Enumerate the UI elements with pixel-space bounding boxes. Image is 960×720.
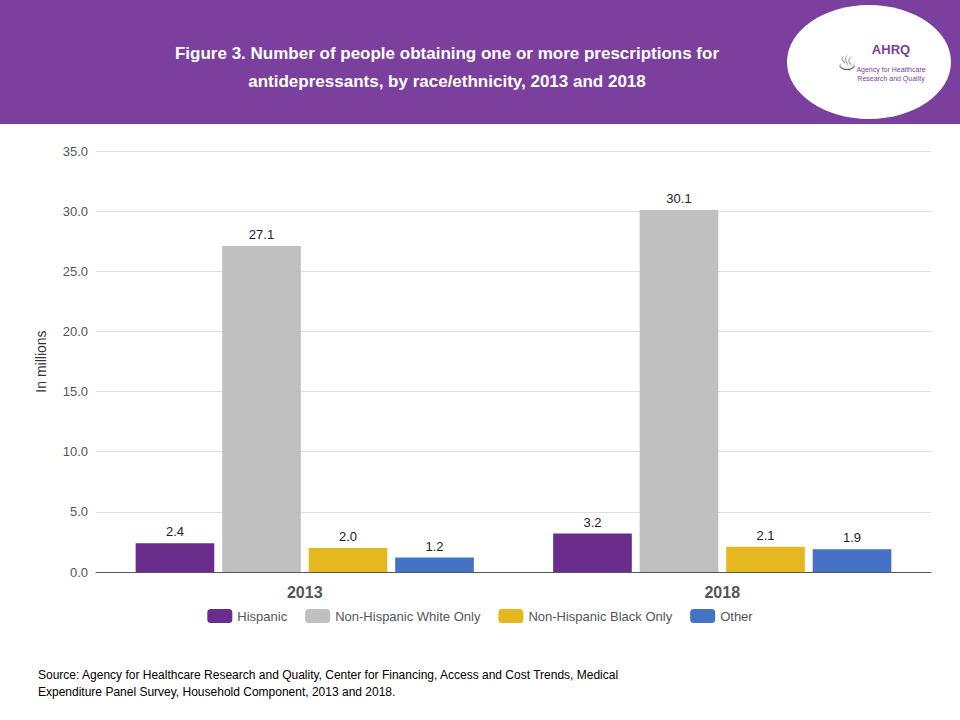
svg-text:♨: ♨ <box>837 50 857 75</box>
svg-text:2.1: 2.1 <box>756 528 774 543</box>
svg-text:25.0: 25.0 <box>63 264 88 279</box>
svg-text:30.1: 30.1 <box>666 191 691 206</box>
svg-text:Expenditure Panel Survey, Hous: Expenditure Panel Survey, Household Comp… <box>38 685 395 699</box>
svg-text:1.9: 1.9 <box>843 530 861 545</box>
svg-text:35.0: 35.0 <box>63 144 88 159</box>
svg-text:Figure 3. Number of people obt: Figure 3. Number of people obtaining one… <box>175 44 719 63</box>
svg-text:Non-Hispanic Black Only: Non-Hispanic Black Only <box>528 609 672 624</box>
svg-text:2.0: 2.0 <box>339 529 357 544</box>
svg-text:Other: Other <box>720 609 753 624</box>
svg-text:1.2: 1.2 <box>425 539 443 554</box>
svg-text:3.2: 3.2 <box>583 515 601 530</box>
svg-text:2013: 2013 <box>287 584 323 601</box>
svg-text:antidepressants, by race/ethni: antidepressants, by race/ethnicity, 2013… <box>248 72 645 91</box>
svg-text:0.0: 0.0 <box>70 565 88 580</box>
svg-text:5.0: 5.0 <box>70 504 88 519</box>
svg-text:In millions: In millions <box>33 330 49 392</box>
svg-text:Research and Quality: Research and Quality <box>857 75 925 83</box>
svg-text:10.0: 10.0 <box>63 444 88 459</box>
svg-text:30.0: 30.0 <box>63 204 88 219</box>
svg-text:2.4: 2.4 <box>166 524 184 539</box>
svg-text:15.0: 15.0 <box>63 384 88 399</box>
svg-text:Non-Hispanic White Only: Non-Hispanic White Only <box>335 609 481 624</box>
svg-text:20.0: 20.0 <box>63 324 88 339</box>
svg-text:Hispanic: Hispanic <box>237 609 287 624</box>
svg-text:Source: Agency for Healthcare: Source: Agency for Healthcare Research a… <box>38 668 618 682</box>
svg-text:AHRQ: AHRQ <box>872 42 910 57</box>
svg-text:27.1: 27.1 <box>249 227 274 242</box>
svg-text:Agency for Healthcare: Agency for Healthcare <box>856 66 925 74</box>
svg-text:2018: 2018 <box>704 584 740 601</box>
